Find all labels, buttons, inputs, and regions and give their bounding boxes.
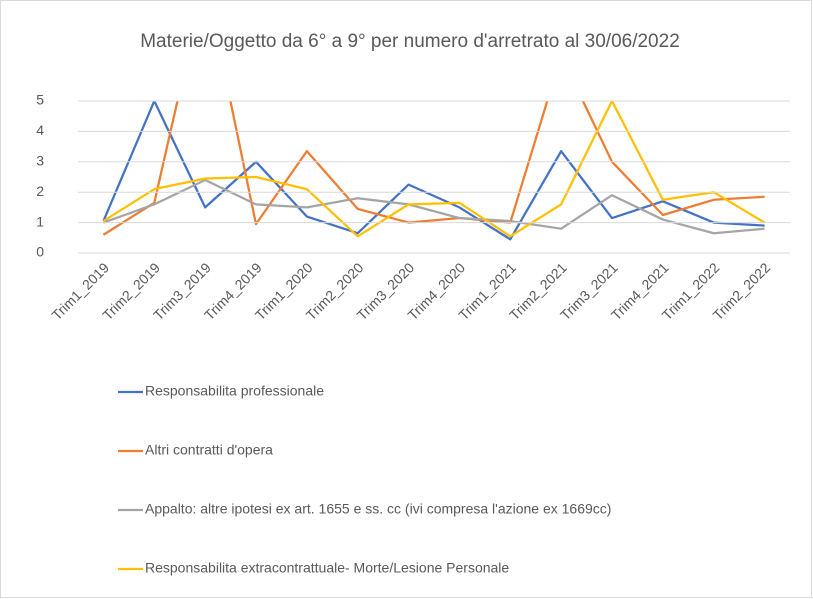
series-line (103, 178, 765, 235)
y-tick-label: 2 (36, 183, 44, 199)
series-line (102, 101, 766, 238)
y-tick-label: 5 (36, 92, 44, 108)
plot-area (102, 101, 766, 241)
legend-label: Altri contratti d'opera (145, 442, 273, 458)
series-line (102, 101, 765, 236)
y-tick-label: 3 (36, 153, 44, 169)
legend-label: Appalto: altre ipotesi ex art. 1655 e ss… (145, 501, 611, 517)
series-line (102, 101, 765, 241)
chart-title: Materie/Oggetto da 6° a 9° per numero d'… (140, 31, 680, 52)
y-tick-label: 0 (36, 244, 44, 260)
y-tick-label: 1 (36, 213, 44, 229)
y-tick-label: 4 (36, 122, 44, 138)
legend-label: Responsabilita extracontrattuale- Morte/… (145, 560, 509, 576)
legend-label: Responsabilita professionale (145, 383, 324, 399)
